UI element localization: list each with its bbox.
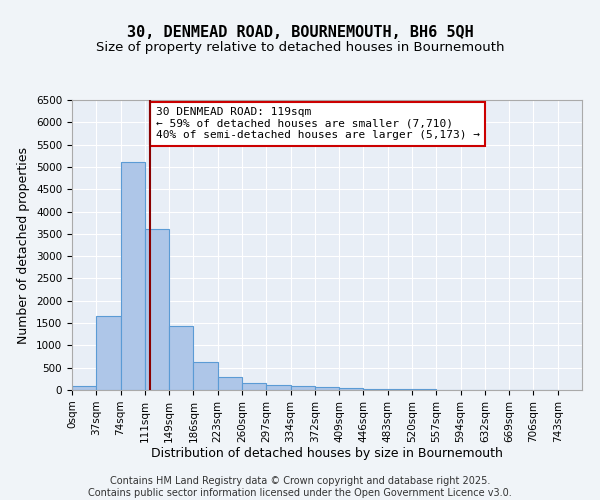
- Bar: [121, 162, 145, 390]
- Y-axis label: Number of detached properties: Number of detached properties: [17, 146, 31, 344]
- Bar: [72, 386, 96, 390]
- Bar: [193, 362, 218, 390]
- Text: 30, DENMEAD ROAD, BOURNEMOUTH, BH6 5QH: 30, DENMEAD ROAD, BOURNEMOUTH, BH6 5QH: [127, 25, 473, 40]
- Bar: [96, 316, 121, 390]
- Bar: [169, 326, 193, 390]
- Bar: [339, 388, 364, 390]
- Text: 30 DENMEAD ROAD: 119sqm
← 59% of detached houses are smaller (7,710)
40% of semi: 30 DENMEAD ROAD: 119sqm ← 59% of detache…: [155, 108, 479, 140]
- Bar: [266, 384, 290, 390]
- Bar: [242, 384, 266, 390]
- Text: Size of property relative to detached houses in Bournemouth: Size of property relative to detached ho…: [96, 41, 504, 54]
- Bar: [145, 230, 169, 390]
- Bar: [388, 389, 412, 390]
- Bar: [290, 386, 315, 390]
- Bar: [364, 388, 388, 390]
- Bar: [315, 388, 339, 390]
- X-axis label: Distribution of detached houses by size in Bournemouth: Distribution of detached houses by size …: [151, 448, 503, 460]
- Text: Contains HM Land Registry data © Crown copyright and database right 2025.
Contai: Contains HM Land Registry data © Crown c…: [88, 476, 512, 498]
- Bar: [218, 376, 242, 390]
